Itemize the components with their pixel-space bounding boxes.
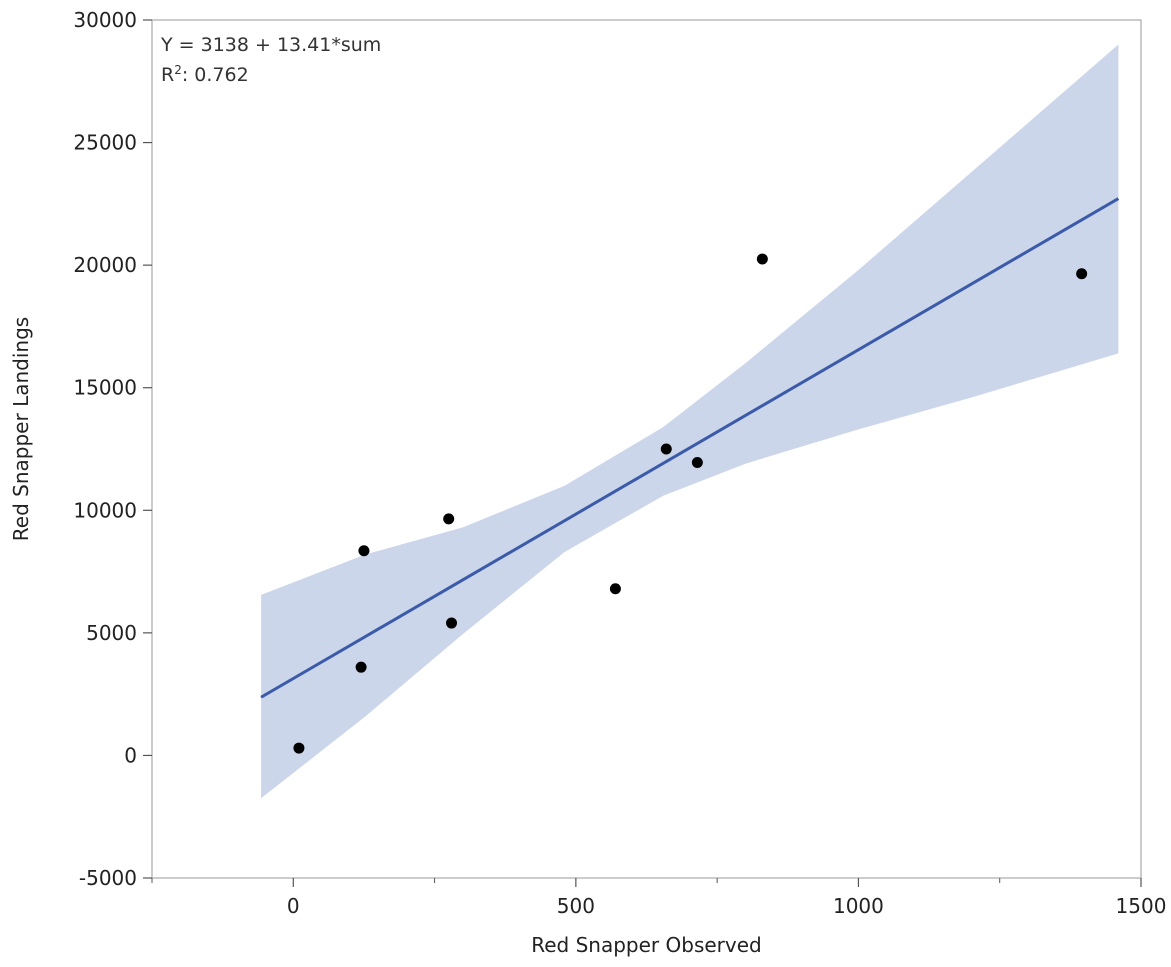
data-point <box>660 443 672 455</box>
y-tick-label: 30000 <box>73 8 137 32</box>
r-squared-value: : 0.762 <box>182 64 249 86</box>
plot-area <box>260 44 1120 799</box>
r-squared: R2: 0.762 <box>161 63 249 86</box>
data-point <box>293 742 305 754</box>
x-tick-label: 0 <box>287 894 300 918</box>
y-tick-label: 10000 <box>73 498 137 522</box>
fit-equation: Y = 3138 + 13.41*sum <box>160 34 381 56</box>
y-axis-title: Red Snapper Landings <box>9 317 33 541</box>
y-tick-label: 20000 <box>73 253 137 277</box>
y-axis: -5000 0 5000 10000 15000 20000 25000 30000 <box>73 8 152 890</box>
data-point <box>691 456 703 468</box>
r-squared-superscript: 2 <box>174 63 182 77</box>
confidence-band <box>261 44 1119 799</box>
plot-frame <box>151 19 1142 879</box>
x-axis-title: Red Snapper Observed <box>531 933 761 957</box>
data-point <box>446 617 458 629</box>
data-point <box>609 583 621 595</box>
y-tick-label: 15000 <box>73 376 137 400</box>
y-tick-label: 5000 <box>86 621 137 645</box>
x-tick-label: 1000 <box>833 894 884 918</box>
data-point <box>443 513 455 525</box>
data-point <box>358 545 370 557</box>
x-tick-label: 500 <box>557 894 595 918</box>
y-tick-label: -5000 <box>79 866 137 890</box>
data-points <box>293 253 1088 754</box>
x-tick-label: 1500 <box>1116 894 1167 918</box>
data-point <box>1076 268 1088 280</box>
data-point <box>355 661 367 673</box>
y-tick-label: 0 <box>124 743 137 767</box>
y-tick-label: 25000 <box>73 131 137 155</box>
r-squared-prefix: R <box>161 64 174 86</box>
data-point <box>756 253 768 265</box>
x-axis: 0 500 1000 1500 <box>151 878 1167 918</box>
regression-line <box>260 197 1120 699</box>
